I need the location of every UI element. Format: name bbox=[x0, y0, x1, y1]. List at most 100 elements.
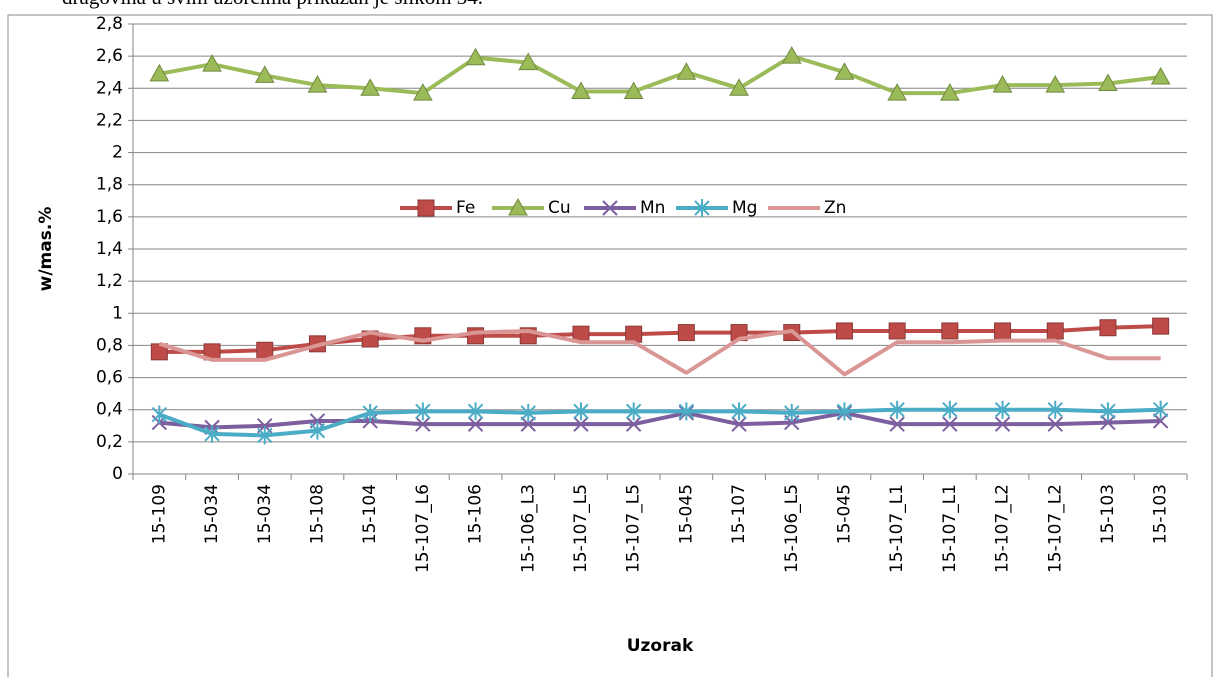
x-tick-label: 15-107_L6 bbox=[413, 484, 433, 573]
marker-triangle bbox=[939, 83, 960, 101]
marker-triangle bbox=[1098, 73, 1118, 91]
marker-star bbox=[694, 199, 710, 217]
marker-star bbox=[520, 403, 536, 422]
marker-x bbox=[942, 416, 958, 432]
marker-star bbox=[415, 402, 431, 421]
marker-triangle bbox=[360, 78, 381, 96]
marker-star bbox=[362, 403, 378, 422]
marker-x bbox=[1152, 413, 1169, 429]
marker-square bbox=[417, 199, 435, 217]
marker-square bbox=[256, 341, 274, 359]
marker-x bbox=[467, 416, 484, 432]
marker-triangle bbox=[729, 78, 749, 96]
marker-x bbox=[731, 416, 747, 432]
marker-x bbox=[573, 416, 589, 432]
chart-frame bbox=[7, 14, 1213, 677]
marker-x bbox=[994, 416, 1011, 432]
marker-triangle bbox=[412, 83, 433, 101]
marker-x bbox=[1100, 414, 1116, 431]
x-tick-label: 15-107 bbox=[729, 484, 749, 544]
y-tick-label: 0,4 bbox=[96, 400, 123, 420]
legend-label: Fe bbox=[456, 198, 475, 218]
marker-star bbox=[889, 400, 905, 419]
marker-triangle bbox=[202, 54, 222, 72]
y-tick-label: 2,4 bbox=[96, 78, 123, 98]
y-axis-title: w/mas.% bbox=[36, 207, 56, 292]
marker-square bbox=[1152, 317, 1170, 335]
marker-star bbox=[1152, 400, 1169, 419]
y-tick-label: 1,6 bbox=[96, 207, 123, 227]
marker-star bbox=[942, 400, 958, 419]
marker-triangle bbox=[834, 62, 855, 80]
y-tick-label: 1,8 bbox=[96, 175, 123, 195]
legend-label: Mg bbox=[732, 198, 757, 218]
y-tick-label: 1,2 bbox=[96, 271, 123, 291]
x-tick-label: 15-034 bbox=[255, 484, 275, 544]
marker-triangle bbox=[887, 83, 908, 101]
marker-star bbox=[731, 402, 747, 421]
marker-square bbox=[835, 322, 853, 340]
marker-star bbox=[625, 402, 642, 421]
marker-star bbox=[467, 402, 484, 421]
y-tick-label: 0,8 bbox=[96, 335, 123, 355]
series-line bbox=[158, 54, 1161, 96]
x-tick-label: 15-034 bbox=[202, 484, 222, 544]
x-tick-label: 15-106_L5 bbox=[782, 484, 802, 573]
marker-star bbox=[1047, 400, 1063, 419]
marker-triangle bbox=[676, 62, 697, 80]
y-tick-label: 2 bbox=[112, 143, 123, 163]
legend-item: Mg bbox=[676, 198, 757, 218]
legend-label: Mn bbox=[640, 198, 665, 218]
y-tick-label: 1,4 bbox=[96, 239, 123, 259]
x-tick-label: 15-045 bbox=[676, 484, 696, 544]
marker-star bbox=[678, 402, 695, 421]
marker-triangle bbox=[1045, 75, 1066, 93]
marker-triangle bbox=[149, 63, 170, 82]
legend-item: Fe bbox=[400, 198, 475, 218]
marker-triangle bbox=[465, 47, 486, 66]
x-tick-label: 15-106 bbox=[466, 484, 486, 544]
marker-square bbox=[888, 322, 906, 340]
marker-square bbox=[941, 322, 959, 340]
marker-x bbox=[415, 416, 431, 432]
marker-triangle bbox=[518, 52, 539, 71]
x-tick-label: 15-103 bbox=[1151, 484, 1171, 544]
x-tick-label: 15-107_L2 bbox=[993, 484, 1013, 573]
document-text: dragovina u svim uzorcima prikazan je sl… bbox=[62, 0, 483, 9]
marker-square bbox=[994, 322, 1012, 340]
legend-item: Mn bbox=[584, 198, 665, 218]
marker-square bbox=[1099, 319, 1117, 337]
y-tick-label: 1 bbox=[112, 303, 123, 323]
y-tick-label: 0 bbox=[112, 464, 123, 484]
marker-star bbox=[784, 403, 800, 422]
marker-x bbox=[520, 416, 536, 432]
x-tick-label: 15-109 bbox=[149, 484, 169, 544]
marker-x bbox=[889, 416, 905, 432]
y-tick-label: 2,8 bbox=[96, 14, 123, 34]
marker-star bbox=[994, 400, 1011, 419]
legend-item: Zn bbox=[768, 198, 846, 218]
x-tick-label: 15-107_L5 bbox=[624, 484, 644, 573]
x-tick-label: 15-108 bbox=[307, 484, 327, 544]
marker-triangle bbox=[623, 81, 644, 99]
y-tick-label: 2,2 bbox=[96, 110, 123, 130]
x-tick-label: 15-107_L5 bbox=[571, 484, 591, 573]
y-tick-label: 0,6 bbox=[96, 368, 123, 388]
legend-label: Zn bbox=[824, 198, 846, 218]
marker-triangle bbox=[254, 65, 275, 83]
x-tick-label: 15-103 bbox=[1098, 484, 1118, 544]
marker-star bbox=[204, 424, 220, 443]
marker-triangle bbox=[992, 75, 1013, 93]
x-tick-label: 15-106_L3 bbox=[518, 484, 538, 573]
marker-star bbox=[1100, 402, 1116, 421]
marker-star bbox=[151, 405, 168, 424]
x-tick-label: 15-107_L2 bbox=[1045, 484, 1065, 573]
series-line bbox=[159, 410, 1161, 430]
x-tick-label: 15-107_L1 bbox=[887, 484, 907, 573]
marker-square bbox=[677, 324, 695, 342]
marker-triangle bbox=[781, 46, 802, 64]
marker-star bbox=[836, 402, 853, 421]
marker-star bbox=[573, 402, 589, 421]
